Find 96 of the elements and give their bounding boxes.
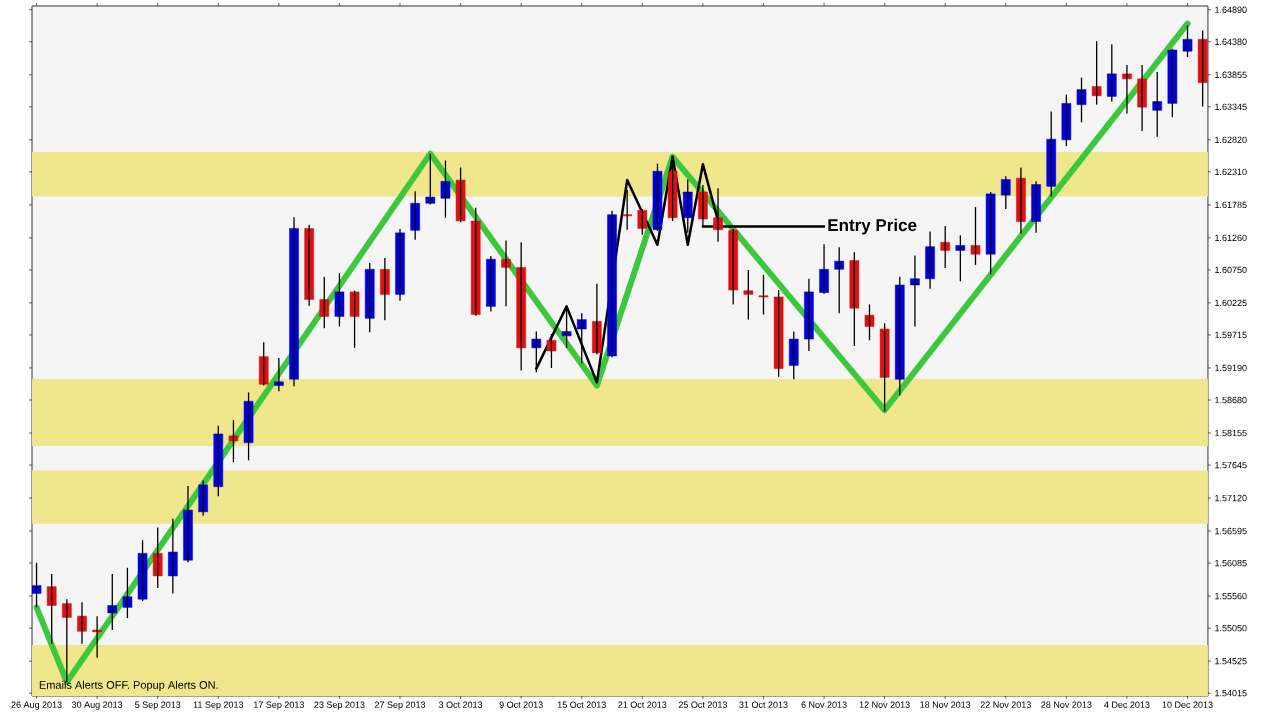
y-tick-label: 1.55560 [1215,592,1247,600]
x-tick-label: 28 Nov 2013 [1041,701,1092,708]
y-tick-label: 1.61785 [1215,201,1247,209]
y-tick-label: 1.62310 [1215,168,1247,176]
candlestick [516,241,526,372]
candlestick [834,246,844,314]
candlestick [1061,93,1072,147]
y-tick-label: 1.57645 [1215,461,1247,469]
candlestick [910,254,920,328]
candlestick [107,573,118,631]
x-tick-label: 25 Oct 2013 [678,701,728,708]
candlestick [1122,64,1132,115]
candlestick [652,163,663,232]
x-tick-label: 31 Oct 2013 [739,701,788,708]
candlestick [258,341,269,387]
candlestick [152,526,163,589]
y-tick-label: 1.60225 [1215,299,1247,307]
candlestick [334,272,345,328]
candlestick [1000,175,1011,210]
candlestick [667,163,678,222]
x-tick-label: 11 Sep 2013 [193,701,244,710]
y-tick-label: 1.59715 [1215,331,1247,339]
candlestick [1167,48,1178,118]
x-tick-label: 21 Oct 2013 [618,701,667,708]
x-tick-label: 23 Sep 2013 [314,701,365,710]
candlestick [788,330,799,380]
x-tick-label: 18 Nov 2013 [920,701,971,708]
y-tick-label: 1.54015 [1215,689,1247,697]
candlestick [622,189,632,231]
x-tick-label: 17 Sep 2013 [254,701,304,710]
candlestick [213,425,224,497]
x-tick-label: 9 Oct 2013 [499,701,543,708]
y-tick-label: 1.56085 [1215,559,1247,567]
y-tick-label: 1.63345 [1215,103,1247,111]
candlestick [955,234,966,282]
candlestick [440,159,451,219]
candlestick [137,539,148,602]
candlestick [879,322,890,412]
x-tick-label: 27 Sep 2013 [374,701,426,710]
candlestick [773,289,784,378]
candlestick [122,567,133,619]
candlestick [576,312,587,365]
candlestick [470,207,481,317]
candlestick [1046,110,1057,198]
candlestick [864,303,875,341]
candlestick [940,225,950,269]
candlestick [849,251,860,347]
annotation: Emails Alerts OFF. Popup Alerts ON. [39,680,218,692]
candlestick [1076,76,1087,123]
y-tick-label: 1.61260 [1215,234,1247,242]
candlestick [410,190,420,241]
x-tick-label: 3 Oct 2013 [438,701,483,708]
x-tick-label: 15 Oct 2013 [557,701,606,708]
annotation: Entry Price [828,218,917,235]
y-tick-label: 1.55050 [1215,624,1247,632]
candlestick [364,262,375,333]
x-tick-label: 22 Nov 2013 [980,701,1031,708]
candlestick [274,357,284,392]
candlestick [455,166,466,223]
candlestick [228,419,239,463]
candlestick [637,208,648,236]
x-tick-label: 6 Nov 2013 [801,701,847,708]
y-tick-label: 1.60750 [1215,266,1247,274]
y-tick-label: 1.64890 [1215,6,1247,13]
x-tick-label: 10 Dec 2013 [1162,701,1213,708]
y-tick-label: 1.58680 [1215,396,1247,404]
candlestick [1152,71,1163,138]
x-tick-label: 4 Dec 2013 [1104,701,1150,708]
candlestick [682,178,693,234]
candlestick [46,573,57,645]
x-tick-label: 26 Aug 2013 [11,701,62,710]
candlestick [743,269,754,321]
candlestick [425,153,436,206]
x-tick-label: 30 Aug 2013 [71,701,123,710]
candlestick [546,333,557,369]
y-tick-label: 1.59190 [1215,364,1247,372]
candlestick [319,276,330,330]
y-tick-label: 1.63855 [1215,71,1247,78]
y-tick-label: 1.64380 [1215,38,1247,45]
y-tick-label: 1.54525 [1215,657,1247,665]
candlestick [243,391,254,461]
candlestick [349,290,360,349]
candlestick [970,206,981,266]
y-tick-label: 1.56595 [1215,527,1247,535]
x-tick-label: 5 Sep 2013 [135,701,181,710]
candlestick [985,191,996,275]
candlestick [1107,43,1117,103]
candlestick [92,615,102,659]
candlestick [758,274,769,316]
y-tick-label: 1.62820 [1215,136,1247,144]
candlestick [894,276,905,397]
candlestick [1182,24,1193,58]
y-tick-label: 1.57120 [1215,494,1247,502]
candlestick [1091,40,1102,106]
x-tick-label: 12 Nov 2013 [859,701,910,708]
y-tick-label: 1.58155 [1215,429,1247,437]
